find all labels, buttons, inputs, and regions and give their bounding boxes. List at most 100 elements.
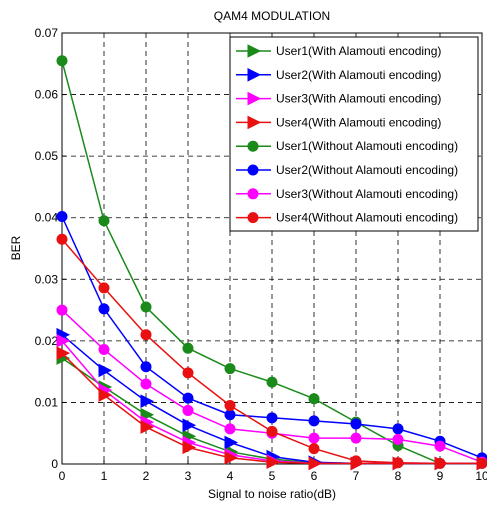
x-tick-label: 2 [143, 469, 150, 483]
data-point [182, 392, 194, 404]
legend-label: User2(Without Alamouti encoding) [276, 163, 458, 177]
data-point [182, 367, 194, 379]
legend-entry: User3(With Alamouti encoding) [236, 92, 441, 106]
legend-marker [247, 164, 259, 176]
y-tick-label: 0.07 [35, 26, 59, 40]
y-tick-label: 0.03 [35, 272, 59, 286]
x-tick-label: 10 [475, 469, 487, 483]
data-point [182, 440, 197, 455]
x-tick-label: 3 [185, 469, 192, 483]
x-tick-label: 8 [395, 469, 402, 483]
data-point [266, 412, 278, 424]
legend-label: User4(Without Alamouti encoding) [276, 211, 458, 225]
legend-box [229, 36, 479, 232]
data-point [266, 455, 281, 469]
legend-entry: User3(Without Alamouti encoding) [236, 187, 458, 201]
legend-marker [247, 44, 262, 58]
data-point [308, 432, 320, 444]
data-point [140, 361, 152, 373]
legend-entry: User2(Without Alamouti encoding) [236, 163, 458, 177]
legend-marker [247, 115, 262, 130]
data-point [308, 393, 320, 405]
data-point [98, 282, 110, 294]
data-point [98, 388, 113, 402]
x-tick-label: 6 [311, 469, 318, 483]
data-point [224, 363, 236, 375]
data-point [266, 425, 278, 437]
data-point [308, 443, 320, 455]
y-tick-label: 0.06 [35, 88, 59, 102]
legend-marker [247, 67, 262, 82]
data-point [308, 456, 323, 471]
data-point [140, 329, 152, 341]
data-point [98, 215, 110, 227]
series-4 [56, 346, 487, 471]
y-tick-label: 0.02 [35, 334, 59, 348]
legend-entry: User4(With Alamouti encoding) [236, 115, 441, 129]
data-point [224, 409, 236, 421]
data-point [98, 363, 113, 378]
legend-label: User1(Without Alamouti encoding) [276, 139, 458, 153]
data-point [392, 433, 404, 445]
x-tick-label: 0 [59, 469, 66, 483]
legend-entry: User4(Without Alamouti encoding) [236, 211, 458, 225]
y-tick-label: 0 [51, 457, 58, 471]
legend-entry: User1(With Alamouti encoding) [236, 44, 441, 58]
data-point [224, 400, 236, 412]
data-point [56, 233, 68, 245]
data-point [98, 303, 110, 315]
legend-label: User3(Without Alamouti encoding) [276, 187, 458, 201]
x-tick-label: 1 [101, 469, 108, 483]
y-tick-label: 0.01 [35, 395, 59, 409]
data-point [308, 415, 320, 427]
data-point [56, 346, 71, 360]
data-point [434, 440, 446, 452]
data-point [140, 420, 155, 434]
series-layer [56, 55, 487, 471]
legend: User1(With Alamouti encoding) User2(With … [229, 36, 479, 232]
legend-entry: User1(Without Alamouti encoding) [236, 139, 458, 153]
y-tick-label: 0.05 [35, 149, 59, 163]
data-point [224, 423, 236, 435]
data-point [98, 343, 110, 355]
legend-entry: User2(With Alamouti encoding) [236, 68, 441, 82]
legend-label: User4(With Alamouti encoding) [276, 115, 441, 129]
legend-marker [247, 188, 259, 200]
data-point [350, 456, 365, 471]
data-point [56, 304, 68, 316]
data-point [140, 301, 152, 313]
legend-label: User3(With Alamouti encoding) [276, 92, 441, 106]
legend-marker [247, 212, 259, 224]
data-point [182, 342, 194, 354]
data-point [224, 435, 239, 450]
data-point [350, 432, 362, 444]
x-tick-label: 7 [353, 469, 360, 483]
data-point [392, 423, 404, 435]
data-point [350, 418, 362, 430]
y-axis-label: BER [9, 235, 23, 260]
data-point [56, 334, 71, 348]
x-tick-label: 4 [227, 469, 234, 483]
x-tick-label: 9 [437, 469, 444, 483]
data-point [266, 376, 278, 388]
data-point [56, 55, 68, 67]
data-point [434, 456, 449, 471]
axis-ticks: 0 1 2 3 4 5 6 7 8 9 10 0 0.01 0.02 0.03 0.04 0.05 0.06 0.0… [35, 26, 487, 483]
legend-marker [247, 91, 262, 106]
data-point [140, 378, 152, 390]
x-tick-label: 5 [269, 469, 276, 483]
legend-marker [247, 140, 259, 152]
data-point [140, 394, 155, 409]
y-tick-label: 0.04 [35, 211, 59, 225]
chart-title: QAM4 MODULATION [214, 9, 330, 23]
data-point [56, 210, 68, 222]
data-point [182, 418, 197, 433]
data-point [182, 404, 194, 416]
legend-label: User2(With Alamouti encoding) [276, 68, 441, 82]
x-axis-label: Signal to noise ratio(dB) [208, 487, 336, 501]
data-point [224, 451, 239, 465]
data-point [392, 456, 407, 471]
data-point [476, 456, 487, 471]
legend-label: User1(With Alamouti encoding) [276, 44, 441, 58]
